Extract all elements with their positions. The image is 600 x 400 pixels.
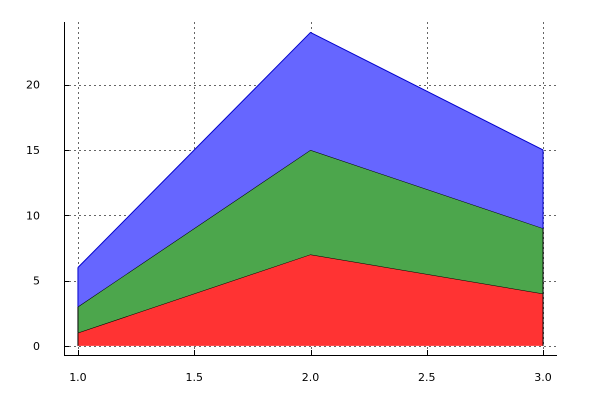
- y-tick-label: 0: [33, 340, 40, 353]
- area-series-3: [77, 32, 544, 307]
- x-tick-label: 3.0: [534, 371, 552, 384]
- y-tick-label: 10: [26, 209, 40, 222]
- area-series-3-edge: [77, 31, 544, 268]
- x-tick-label: 1.0: [69, 371, 87, 384]
- x-tick-label: 2.5: [418, 371, 436, 384]
- x-tick-label: 1.5: [185, 371, 203, 384]
- axis-layer: [64, 22, 557, 356]
- tick-label-layer: 1.0 1.5 2.0 2.5 3.0 0 5 10 15 20: [26, 79, 552, 384]
- y-tick-label: 5: [33, 275, 40, 288]
- y-tick-label: 15: [26, 144, 40, 157]
- area-layer: [77, 31, 544, 346]
- x-tick-label: 2.0: [302, 371, 320, 384]
- area-series-2: [77, 149, 544, 333]
- area-series-1: [77, 254, 544, 346]
- y-tick-label: 20: [26, 79, 40, 92]
